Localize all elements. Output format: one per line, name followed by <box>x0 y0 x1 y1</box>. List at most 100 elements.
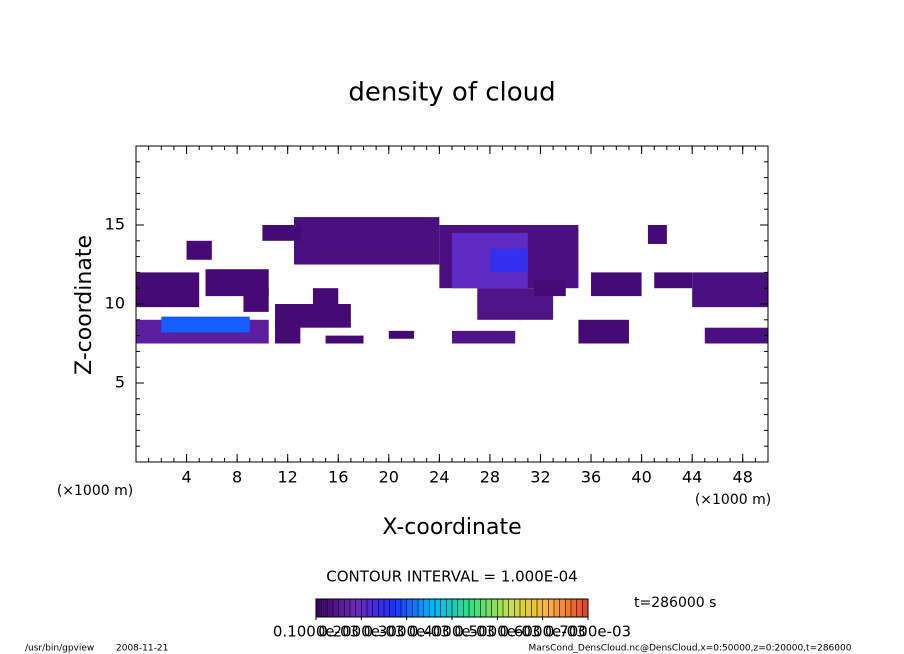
plot-frame <box>135 145 769 463</box>
cloud-patch <box>654 272 693 289</box>
x-tick-label: 4 <box>181 468 191 487</box>
colorbar-swatch <box>344 599 351 617</box>
colorbar-swatch <box>361 599 368 617</box>
colorbar-label: 0.7000e-03 <box>545 623 631 641</box>
colorbar-swatch <box>452 599 459 617</box>
colorbar-swatch <box>571 599 578 617</box>
x-tick-label: 40 <box>631 468 651 487</box>
colorbar-swatch <box>576 599 583 617</box>
colorbar-swatch <box>321 599 328 617</box>
colorbar-swatch <box>457 599 464 617</box>
cloud-patch <box>312 288 339 312</box>
colorbar-swatch <box>423 599 430 617</box>
colorbar-swatch <box>406 599 413 617</box>
colorbar-swatch <box>378 599 385 617</box>
colorbar-label: 0.5000e-03 <box>454 623 540 641</box>
colorbar-swatch <box>412 599 419 617</box>
y-unit: (×1000 m) <box>57 483 133 499</box>
colorbar-swatch <box>565 599 572 617</box>
x-tick-label: 48 <box>733 468 753 487</box>
x-tick-label: 8 <box>232 468 242 487</box>
colorbar-swatch <box>480 599 487 617</box>
footer-source: MarsCond_DensCloud.nc@DensCloud,x=0:5000… <box>529 644 852 654</box>
colorbar-swatch <box>327 599 334 617</box>
colorbar-swatch <box>429 599 436 617</box>
colorbar-swatch <box>582 599 589 617</box>
colorbar-swatch <box>446 599 453 617</box>
x-tick-label: 24 <box>429 468 449 487</box>
colorbar-swatch <box>350 599 357 617</box>
colorbar-swatch <box>508 599 515 617</box>
x-tick-label: 12 <box>278 468 298 487</box>
cloud-patch <box>388 330 415 339</box>
colorbar-swatch <box>316 599 323 617</box>
colorbar-swatch <box>367 599 374 617</box>
chart-title: density of cloud <box>348 78 555 108</box>
colorbar-swatch <box>554 599 561 617</box>
cloud-patch <box>294 217 440 265</box>
colorbar-swatch <box>531 599 538 617</box>
x-tick-label: 32 <box>530 468 550 487</box>
colorbar-swatch <box>503 599 510 617</box>
cloud-patch <box>161 316 250 333</box>
time-label: t=286000 s <box>634 595 716 611</box>
colorbar-swatch <box>486 599 493 617</box>
cloud-patch <box>136 272 200 308</box>
x-tick-label: 28 <box>480 468 500 487</box>
colorbar-swatch <box>514 599 521 617</box>
colorbar-swatch <box>463 599 470 617</box>
x-axis-label: X-coordinate <box>382 515 521 540</box>
cloud-patch <box>452 330 516 344</box>
y-tick-label: 5 <box>115 373 125 392</box>
colorbar-swatch <box>435 599 442 617</box>
colorbar-swatch <box>333 599 340 617</box>
colorbar-swatch <box>395 599 402 617</box>
cloud-patch <box>534 280 566 297</box>
colorbar-swatch <box>542 599 549 617</box>
footer-date: 2008-11-21 <box>116 644 168 654</box>
colorbar-swatch <box>548 599 555 617</box>
colorbar-swatch <box>537 599 544 617</box>
colorbar-label: 0.1000e-03 <box>273 623 359 641</box>
colorbar-swatch <box>355 599 362 617</box>
x-tick-label: 20 <box>379 468 399 487</box>
cloud-patch <box>243 288 269 312</box>
cloud-patch <box>591 272 642 297</box>
colorbar-swatch <box>497 599 504 617</box>
cloud-patch <box>647 225 667 244</box>
x-tick-label: 44 <box>682 468 702 487</box>
colorbar-swatch <box>440 599 447 617</box>
cloud-patch <box>489 248 528 273</box>
y-tick-label: 15 <box>105 215 125 234</box>
colorbar-swatch <box>559 599 566 617</box>
colorbar-swatch <box>469 599 476 617</box>
x-unit: (×1000 m) <box>695 492 771 508</box>
contour-interval: CONTOUR INTERVAL = 1.000E-04 <box>326 568 577 586</box>
y-axis-label: Z-coordinate <box>72 235 97 375</box>
colorbar-label: 0.2000e-03 <box>318 623 404 641</box>
cloud-patch <box>704 327 768 344</box>
colorbar-label: 0.3000e-03 <box>364 623 450 641</box>
cloud-patch <box>262 225 301 241</box>
colorbar-swatch <box>474 599 481 617</box>
colorbar-swatch <box>384 599 391 617</box>
colorbar-swatch <box>520 599 527 617</box>
cloud-patch <box>325 335 364 344</box>
colorbar-swatch <box>389 599 396 617</box>
colorbar-label: 0.4000e-03 <box>409 623 495 641</box>
x-tick-label: 36 <box>581 468 601 487</box>
colorbar-label: 0.6000e-03 <box>500 623 586 641</box>
colorbar-swatch <box>372 599 379 617</box>
x-tick-label: 16 <box>328 468 348 487</box>
colorbar-swatch <box>418 599 425 617</box>
footer-program: /usr/bin/gpview <box>25 644 94 654</box>
cloud-patch <box>186 240 212 260</box>
cloud-patch <box>578 319 629 344</box>
y-tick-label: 10 <box>105 294 125 313</box>
colorbar-swatch <box>401 599 408 617</box>
colorbar-swatch <box>491 599 498 617</box>
cloud-patch <box>692 272 768 308</box>
colorbar-swatch <box>338 599 345 617</box>
colorbar-swatch <box>525 599 532 617</box>
